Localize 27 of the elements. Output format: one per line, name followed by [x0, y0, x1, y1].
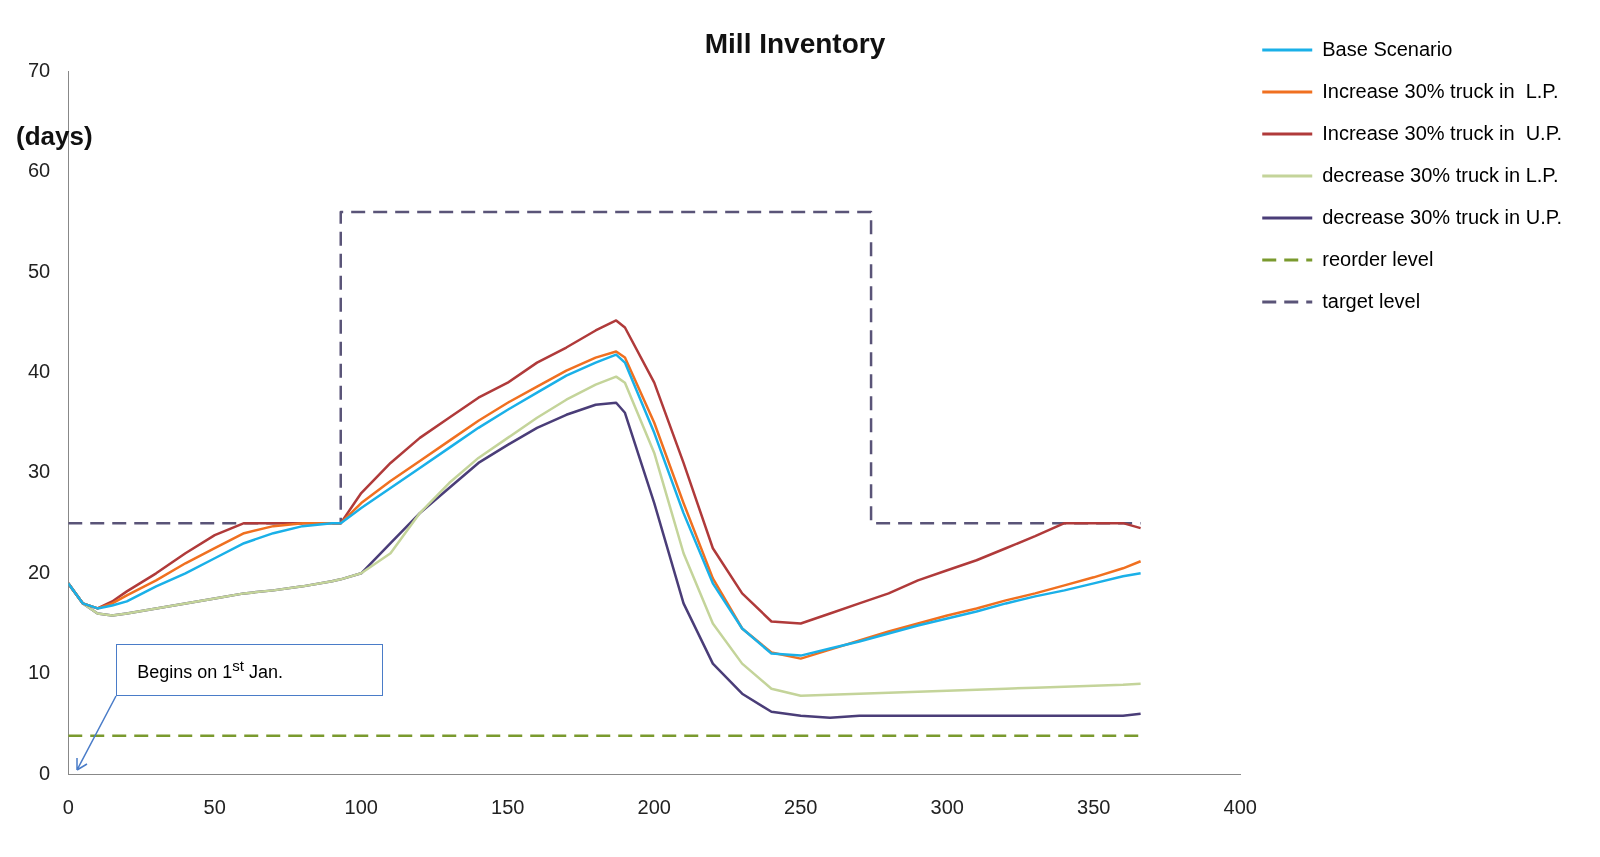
- y-tick-label: 10: [28, 661, 51, 684]
- legend-label: target level: [1322, 289, 1421, 312]
- y-tick-label: 0: [39, 761, 51, 784]
- legend-label: reorder level: [1322, 247, 1434, 270]
- legend-label: decrease 30% truck in U.P.: [1322, 205, 1563, 228]
- x-tick-label: 300: [930, 795, 964, 818]
- y-axis-title: (days): [16, 121, 93, 152]
- y-tick-label: 30: [28, 460, 51, 483]
- y-tick-label: 70: [28, 59, 51, 82]
- y-tick-label: 20: [28, 560, 51, 583]
- y-tick-label: 40: [28, 360, 51, 383]
- x-tick-label: 150: [491, 795, 525, 818]
- legend-label: decrease 30% truck in L.P.: [1322, 163, 1559, 186]
- note-box: Begins on 1$^{st}$ Jan.: [116, 644, 384, 696]
- y-tick-label: 50: [28, 259, 51, 282]
- x-tick-label: 250: [784, 795, 818, 818]
- x-tick-label: 400: [1223, 795, 1257, 818]
- x-tick-label: 100: [344, 795, 378, 818]
- chart-title: Mill Inventory: [704, 27, 886, 59]
- x-tick-label: 50: [203, 795, 226, 818]
- x-tick-label: 350: [1077, 795, 1111, 818]
- x-tick-label: 200: [637, 795, 671, 818]
- legend-label: Increase 30% truck in U.P.: [1322, 121, 1562, 144]
- legend-label: Base Scenario: [1322, 37, 1453, 60]
- y-tick-label: 60: [28, 159, 51, 182]
- x-tick-label: 0: [62, 795, 74, 818]
- legend-label: Increase 30% truck in L.P.: [1322, 79, 1559, 102]
